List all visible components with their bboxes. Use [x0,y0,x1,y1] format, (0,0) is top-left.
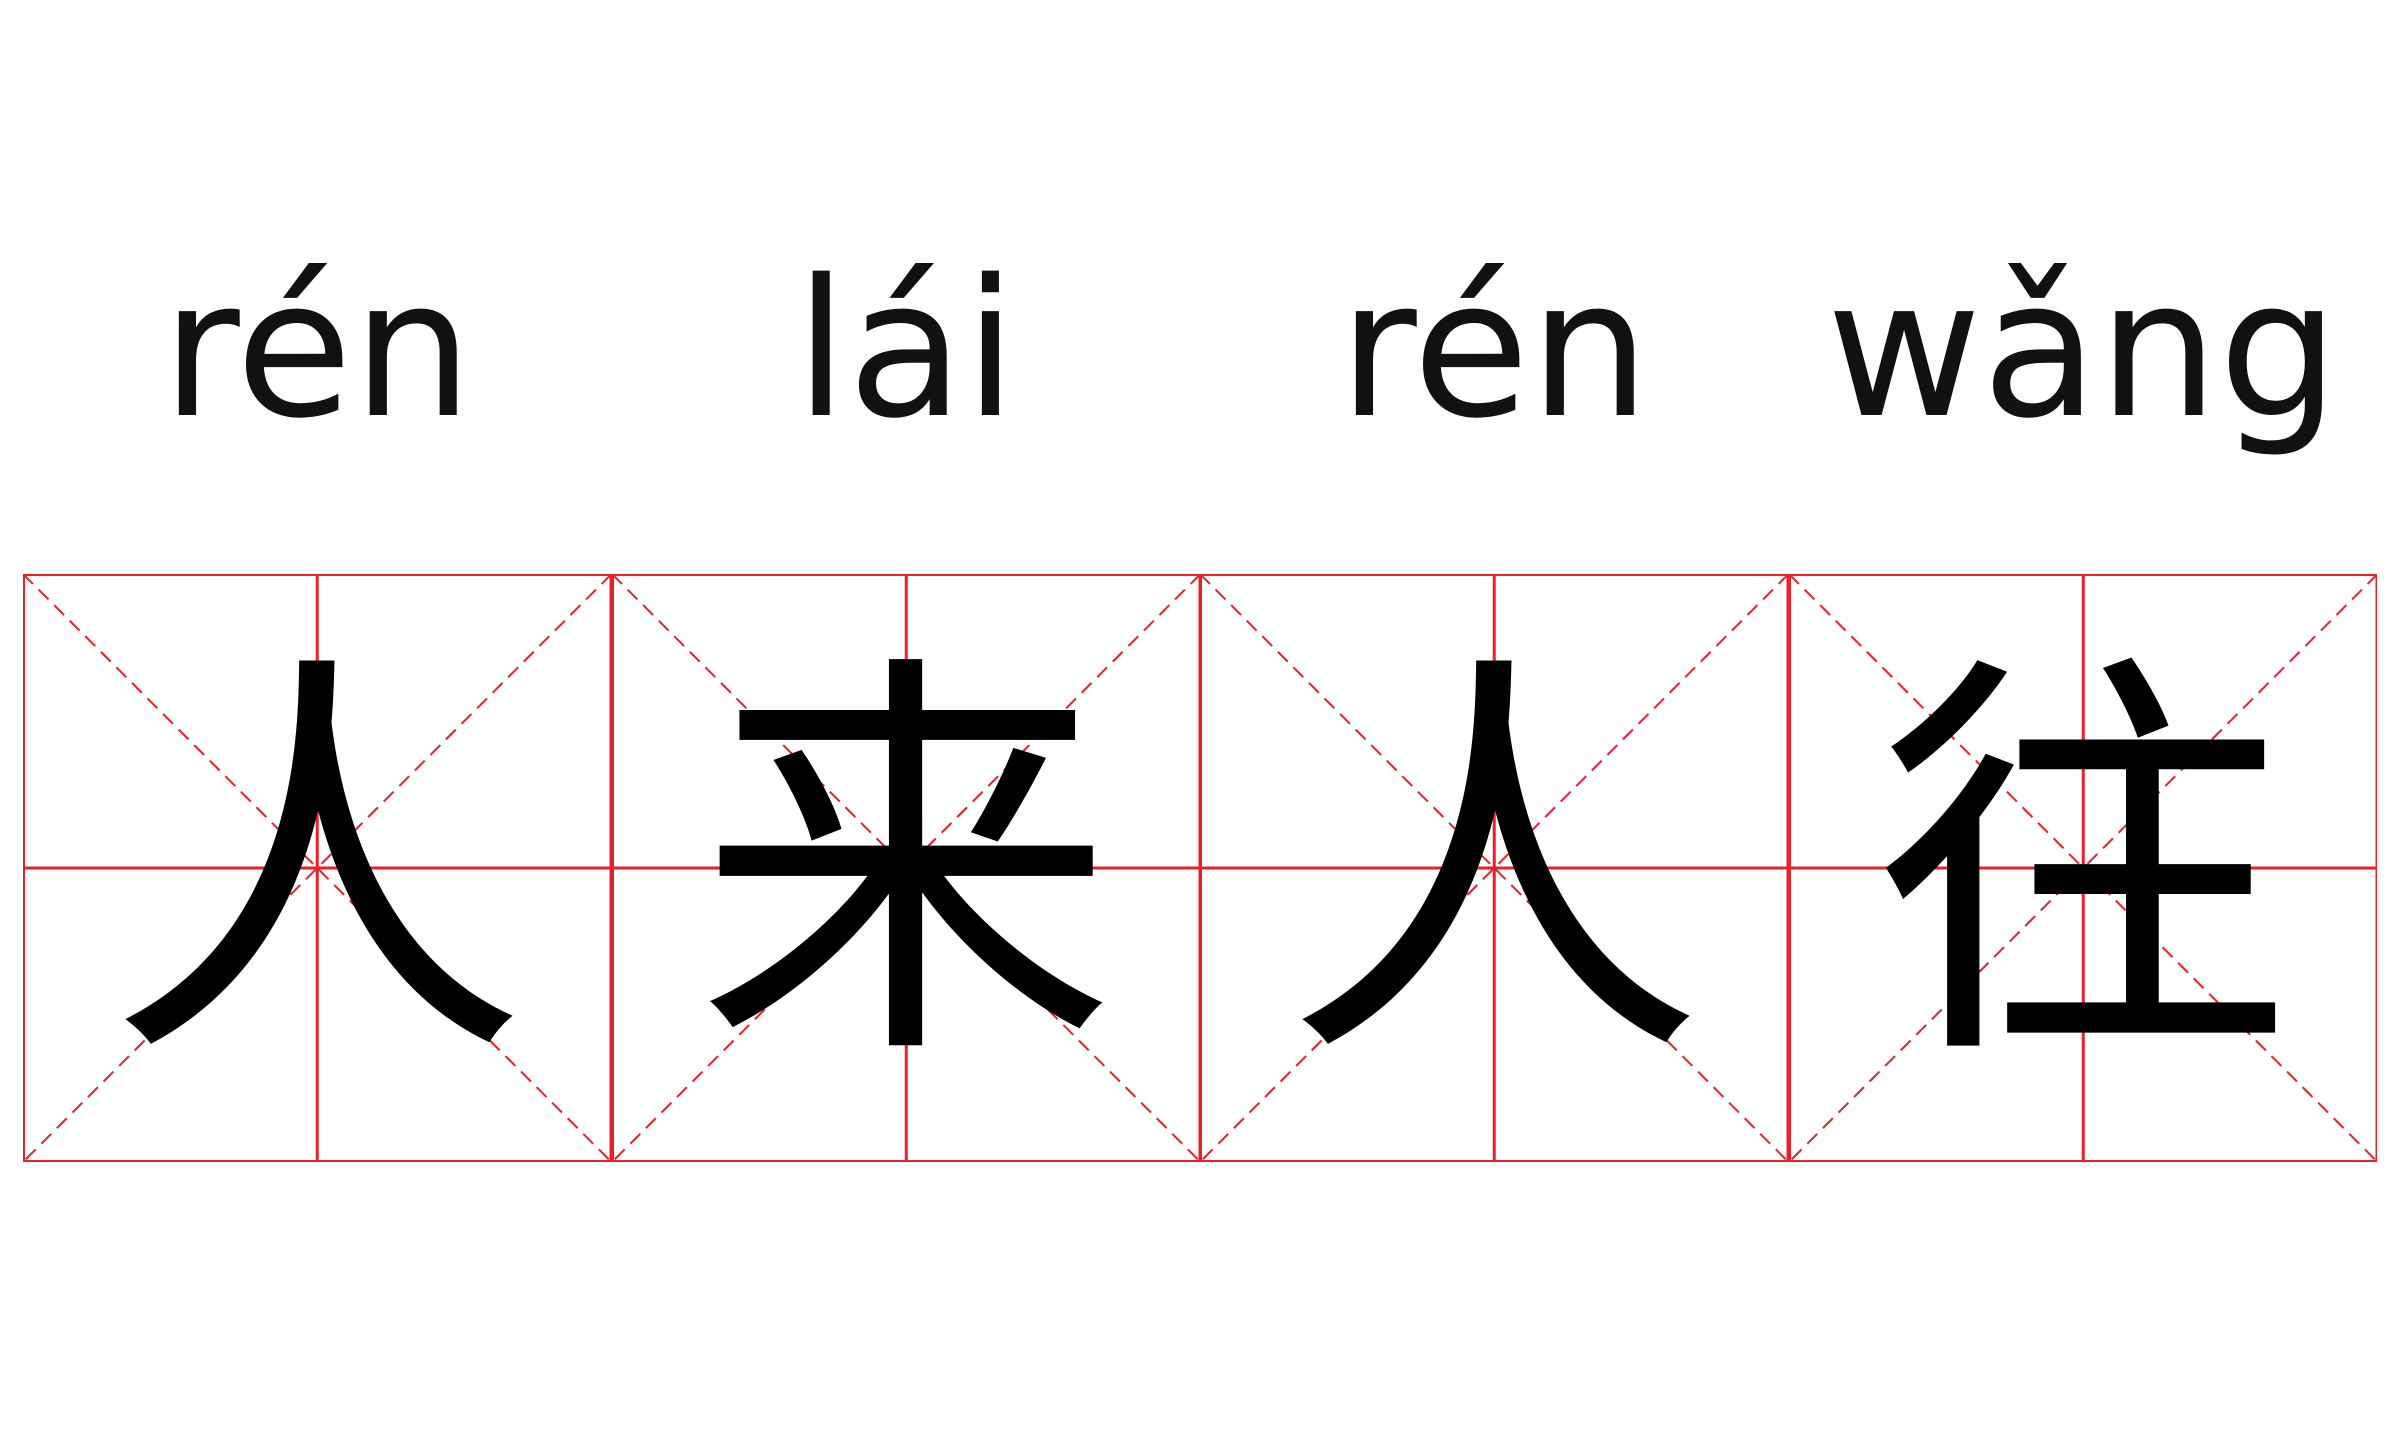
pinyin-row: rén lái rén wǎng [23,230,2377,470]
diagonal-dashed-line [1789,574,2378,1162]
grid-cell: 来 [612,574,1201,1162]
pinyin-4: wǎng [1826,239,2340,460]
grid-cell: 人 [23,574,612,1162]
hanzi-4: 往 [1872,623,2293,1112]
grid-cell: 人 [1200,574,1789,1162]
diagonal-dashed-line [23,574,612,1162]
pinyin-3: rén [1338,239,1650,460]
diagonal-dashed-line [612,574,1201,1162]
hanzi-3: 人 [1284,623,1705,1112]
pinyin-2: lái [794,239,1017,460]
grid-cell: 往 [1789,574,2378,1162]
diagonal-dashed-line [612,574,1201,1162]
hanzi-2: 来 [695,623,1116,1112]
diagonal-dashed-line [23,574,612,1162]
hanzi-1: 人 [107,623,528,1112]
diagonal-dashed-line [1789,574,2378,1162]
diagonal-dashed-line [1200,574,1789,1162]
pinyin-1: rén [161,239,473,460]
mi-grid: 人 来 人 往 [23,574,2377,1162]
diagonal-dashed-line [1200,574,1789,1162]
